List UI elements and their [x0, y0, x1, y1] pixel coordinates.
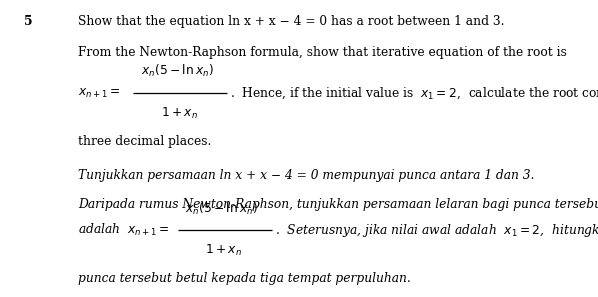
Text: $x_{n+1} =$: $x_{n+1} =$	[78, 87, 120, 100]
Text: adalah  $x_{n+1} =$: adalah $x_{n+1} =$	[78, 222, 169, 238]
Text: .  Seterusnya, jika nilai awal adalah  $x_1 = 2$,  hitungkan: . Seterusnya, jika nilai awal adalah $x_…	[275, 222, 598, 239]
Text: Daripada rumus Newton-Raphson, tunjukkan persamaan lelaran bagi punca tersebut: Daripada rumus Newton-Raphson, tunjukkan…	[78, 198, 598, 211]
Text: punca tersebut betul kepada tiga tempat perpuluhan.: punca tersebut betul kepada tiga tempat …	[78, 272, 410, 285]
Text: $x_n(5-\ln x_n)$: $x_n(5-\ln x_n)$	[141, 63, 213, 79]
Text: From the Newton-Raphson formula, show that iterative equation of the root is: From the Newton-Raphson formula, show th…	[78, 46, 567, 59]
Text: .  Hence, if the initial value is  $x_1 = 2$,  calculate the root correct to: . Hence, if the initial value is $x_1 = …	[230, 86, 598, 101]
Text: $1+x_n$: $1+x_n$	[205, 243, 242, 258]
Text: 5: 5	[24, 15, 32, 28]
Text: $1+x_n$: $1+x_n$	[161, 105, 199, 121]
Text: three decimal places.: three decimal places.	[78, 135, 211, 148]
Text: Show that the equation ln x + x − 4 = 0 has a root between 1 and 3.: Show that the equation ln x + x − 4 = 0 …	[78, 15, 504, 28]
Text: $x_n(5-\ln x_n)$: $x_n(5-\ln x_n)$	[185, 201, 258, 217]
Text: Tunjukkan persamaan ln x + x − 4 = 0 mempunyai punca antara 1 dan 3.: Tunjukkan persamaan ln x + x − 4 = 0 mem…	[78, 169, 534, 182]
